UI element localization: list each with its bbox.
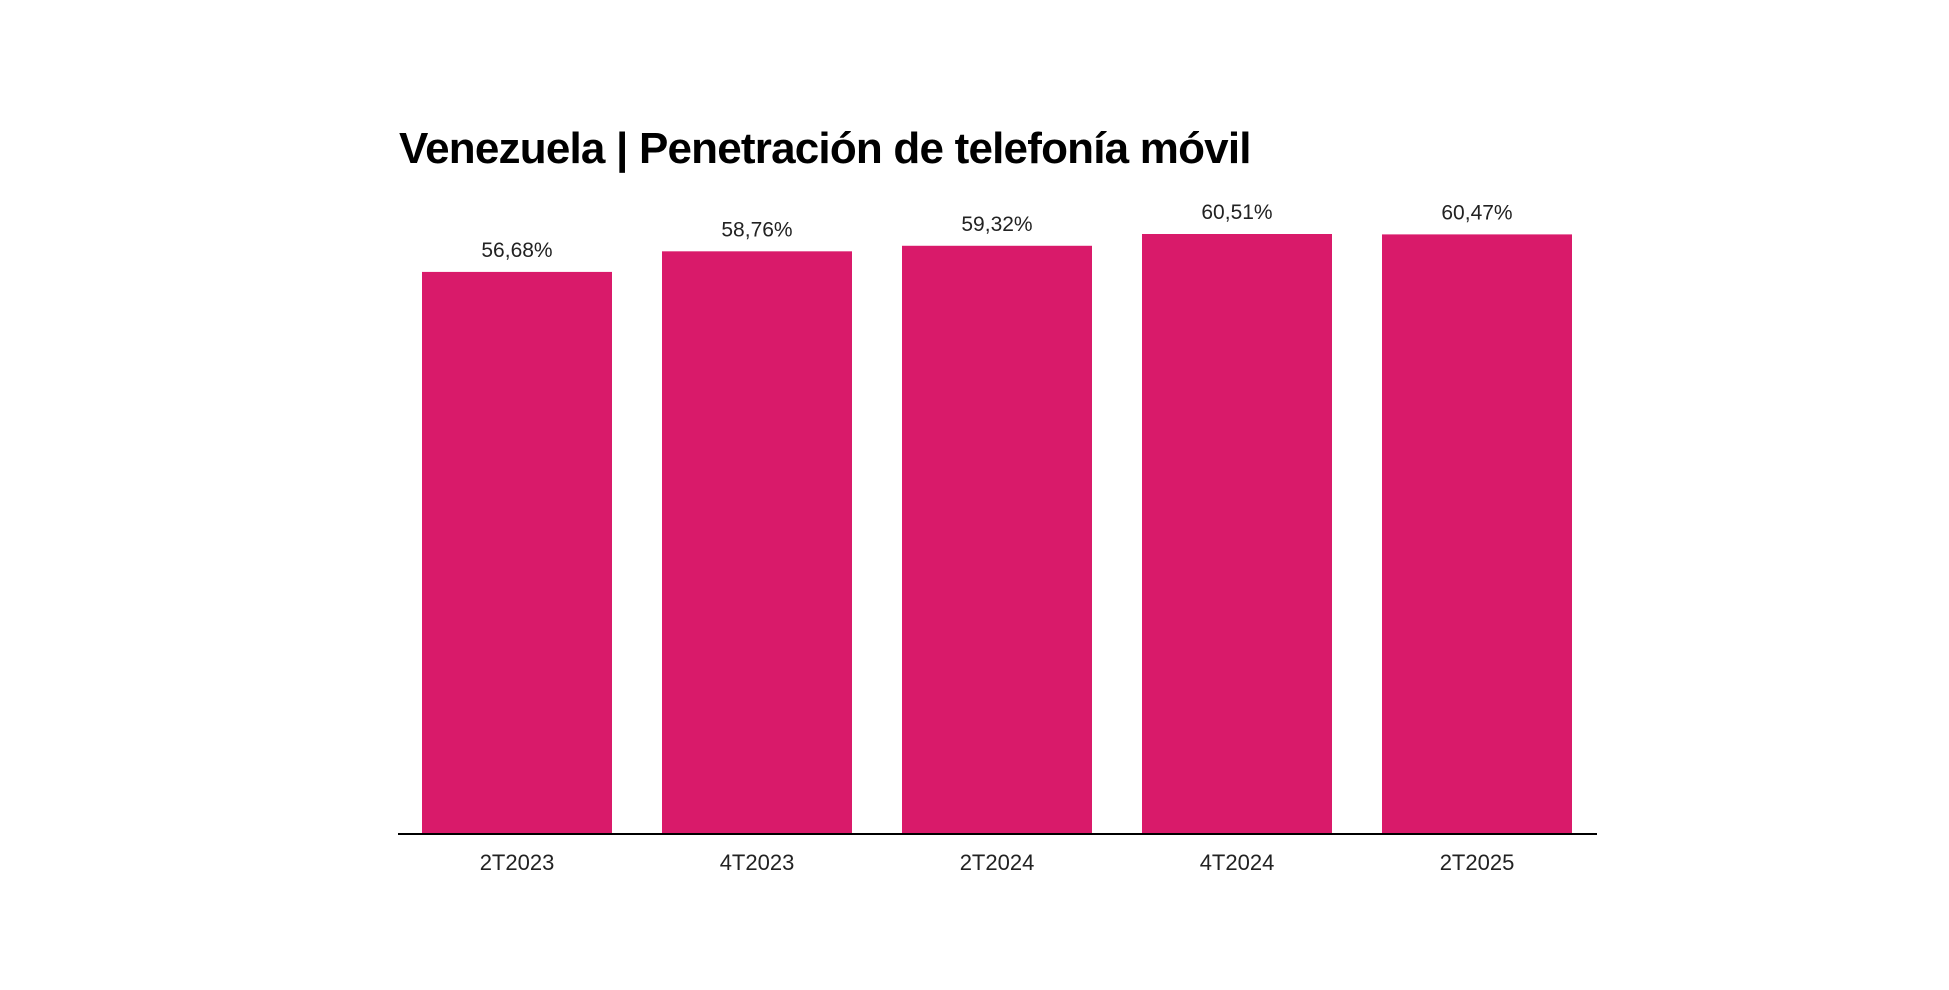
bars-group: [422, 234, 1572, 833]
x-tick-label: 2T2023: [480, 850, 555, 875]
value-labels-group: 56,68% 58,76% 59,32% 60,51% 60,47%: [481, 201, 1512, 262]
x-tick-label: 4T2023: [720, 850, 795, 875]
value-label: 58,76%: [721, 218, 792, 241]
x-tick-label: 2T2025: [1440, 850, 1515, 875]
value-label: 56,68%: [481, 239, 552, 262]
bar-2t2023: [422, 271, 612, 833]
bar-2t2024: [902, 245, 1092, 833]
x-tick-label: 2T2024: [960, 850, 1035, 875]
x-tick-labels-group: 2T2023 4T2023 2T2024 4T2024 2T2025: [480, 850, 1515, 875]
value-label: 60,51%: [1201, 201, 1272, 224]
bar-4t2023: [662, 251, 852, 833]
bar-4t2024: [1142, 234, 1332, 833]
chart-title: Venezuela | Penetración de telefonía móv…: [399, 124, 1251, 173]
x-tick-label: 4T2024: [1200, 850, 1275, 875]
bar-2t2025: [1382, 234, 1572, 833]
value-label: 60,47%: [1441, 201, 1512, 224]
value-label: 59,32%: [961, 213, 1032, 236]
